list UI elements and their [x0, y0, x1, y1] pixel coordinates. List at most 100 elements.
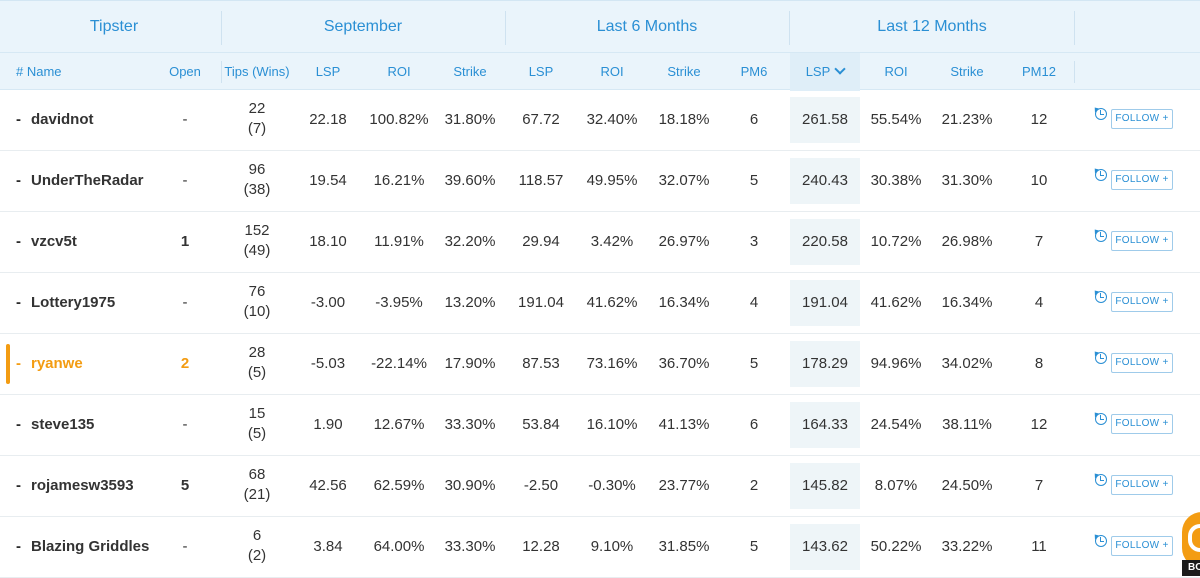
cell-open: -	[182, 294, 188, 311]
cell-m12-strike: 24.50%	[941, 477, 993, 494]
table-row[interactable]: - ryanwe 28 (5) 2 -5.03 -22.14% 17.90% 87.53 73…	[0, 334, 1200, 395]
cell-m12-roi: 8.07%	[874, 477, 918, 494]
history-icon[interactable]	[1095, 169, 1107, 181]
history-icon[interactable]	[1095, 352, 1107, 364]
history-icon[interactable]	[1095, 291, 1107, 303]
cell-pm6: 4	[749, 294, 759, 311]
follow-button[interactable]: FOLLOW +	[1111, 231, 1173, 251]
table-row[interactable]: - rojamesw3593 68 (21) 5 42.56 62.59% 30.90% -…	[0, 456, 1200, 517]
history-icon[interactable]	[1095, 474, 1107, 486]
tipster-name-link[interactable]: Blazing Griddles	[31, 538, 150, 555]
table-row[interactable]: - steve135 15 (5) -1.90 12.67% 33.30% 53.84 16…	[0, 395, 1200, 456]
cell-pm6: 2	[749, 477, 759, 494]
tips-count: 6	[252, 527, 262, 544]
cell-pm12: 8	[1034, 355, 1044, 372]
sorted-column-cell-bg	[790, 158, 860, 204]
history-icon[interactable]	[1095, 535, 1107, 547]
tipster-name-link[interactable]: davidnot	[31, 111, 94, 128]
rank: -	[16, 416, 21, 433]
tips-count: 152	[244, 222, 270, 239]
col-open[interactable]: Open	[169, 64, 201, 79]
cell-sep-roi: 16.21%	[373, 172, 425, 189]
col-sep-lsp[interactable]: LSP	[315, 64, 341, 79]
follow-button[interactable]: FOLLOW +	[1111, 536, 1173, 556]
history-icon[interactable]	[1095, 413, 1107, 425]
cell-sep-roi: 100.82%	[369, 111, 429, 128]
tips-count: 28	[248, 344, 266, 361]
rank: -	[16, 294, 21, 311]
tips-wins-cell: 96 (38)	[222, 160, 292, 202]
wins-count: (7)	[247, 120, 267, 137]
cell-m12-strike: 16.34%	[941, 294, 993, 311]
col-sep-strike[interactable]: Strike	[453, 64, 487, 79]
col-m12-lsp-sorted[interactable]: LSP	[790, 53, 860, 91]
cell-m6-roi: 16.10%	[586, 416, 638, 433]
tips-wins-cell: 6 (2)	[222, 526, 292, 568]
tipster-name-link[interactable]: vzcv5t	[31, 233, 77, 250]
history-icon[interactable]	[1095, 108, 1107, 120]
col-name[interactable]: # Name	[16, 64, 62, 79]
cell-pm12: 12	[1030, 111, 1048, 128]
cell-open: -	[182, 538, 188, 555]
group-tipster: Tipster	[89, 18, 139, 35]
cell-sep-roi: 11.91%	[374, 233, 424, 250]
tips-count: 68	[248, 466, 266, 483]
follow-button[interactable]: FOLLOW +	[1111, 414, 1173, 434]
highlight-marker	[6, 344, 10, 384]
cell-open: -	[182, 172, 188, 189]
cell-pm6: 5	[749, 172, 759, 189]
cell-pm6: 3	[749, 233, 759, 250]
follow-button[interactable]: FOLLOW +	[1111, 109, 1173, 129]
cell-sep-lsp: 1.90	[313, 416, 343, 433]
col-pm12[interactable]: PM12	[1022, 64, 1056, 79]
cell-m12-strike: 26.98%	[941, 233, 993, 250]
cell-sep-strike: 39.60%	[444, 172, 496, 189]
cell-m6-strike: 32.07%	[658, 172, 710, 189]
col-m12-roi[interactable]: ROI	[884, 64, 908, 79]
col-m12-strike[interactable]: Strike	[950, 64, 984, 79]
col-divider	[221, 61, 222, 83]
table-row[interactable]: - Blazing Griddles 6 (2) -3.84 64.00% 33.30%…	[0, 517, 1200, 578]
cell-m6-strike: 41.13%	[658, 416, 710, 433]
tips-count: 22	[248, 100, 266, 117]
tipster-name-link[interactable]: Lottery1975	[31, 294, 116, 311]
tipster-name-link[interactable]: steve135	[31, 416, 95, 433]
cell-sep-lsp: -3.00	[310, 294, 346, 311]
table-row[interactable]: - vzcv5t 152 (49) 1 18.10 11.91% 32.20% 29.94 3…	[0, 212, 1200, 273]
follow-button[interactable]: FOLLOW +	[1111, 292, 1173, 312]
tipster-name-link[interactable]: rojamesw3593	[31, 477, 134, 494]
cell-pm12: 10	[1030, 172, 1048, 189]
tipster-name-link[interactable]: UnderTheRadar	[31, 172, 144, 189]
follow-button[interactable]: FOLLOW +	[1111, 475, 1173, 495]
cell-m6-roi: 32.40%	[586, 111, 638, 128]
cell-m6-roi: 9.10%	[590, 538, 634, 555]
cell-pm12: 7	[1034, 477, 1044, 494]
col-sep-roi[interactable]: ROI	[387, 64, 411, 79]
col-m6-lsp[interactable]: LSP	[528, 64, 554, 79]
table-row[interactable]: - UnderTheRadar 96 (38) -19.54 16.21% 39.60%…	[0, 151, 1200, 212]
col-tips-wins[interactable]: Tips (Wins)	[224, 64, 290, 79]
col-m6-strike[interactable]: Strike	[667, 64, 701, 79]
tipster-name-link[interactable]: ryanwe	[31, 355, 83, 372]
cell-m12-roi: 10.72%	[870, 233, 922, 250]
history-icon[interactable]	[1095, 230, 1107, 242]
cell-m6-strike: 31.85%	[658, 538, 710, 555]
rank: -	[16, 538, 21, 555]
cell-sep-lsp: 3.84	[313, 538, 343, 555]
tips-wins-cell: 76 (10)	[222, 282, 292, 324]
cell-m6-lsp: 191.04	[518, 294, 564, 311]
follow-button[interactable]: FOLLOW +	[1111, 353, 1173, 373]
table-row[interactable]: - davidnot 22 (7) -22.18 100.82% 31.80% 67.72…	[0, 90, 1200, 151]
col-m6-roi[interactable]: ROI	[600, 64, 624, 79]
rank: -	[16, 111, 21, 128]
sorted-column-cell-bg	[790, 463, 860, 509]
cell-sep-roi: 64.00%	[373, 538, 425, 555]
cell-pm6: 6	[749, 111, 759, 128]
table-row[interactable]: - Lottery1975 76 (10) - -3.00 -3.95% 13.20% 19…	[0, 273, 1200, 334]
follow-button[interactable]: FOLLOW +	[1111, 170, 1173, 190]
cell-sep-strike: 30.90%	[444, 477, 496, 494]
col-pm6[interactable]: PM6	[740, 64, 768, 79]
cell-sep-lsp: 22.18	[309, 111, 347, 128]
tips-wins-cell: 68 (21)	[222, 465, 292, 507]
chat-icon	[1188, 524, 1200, 552]
